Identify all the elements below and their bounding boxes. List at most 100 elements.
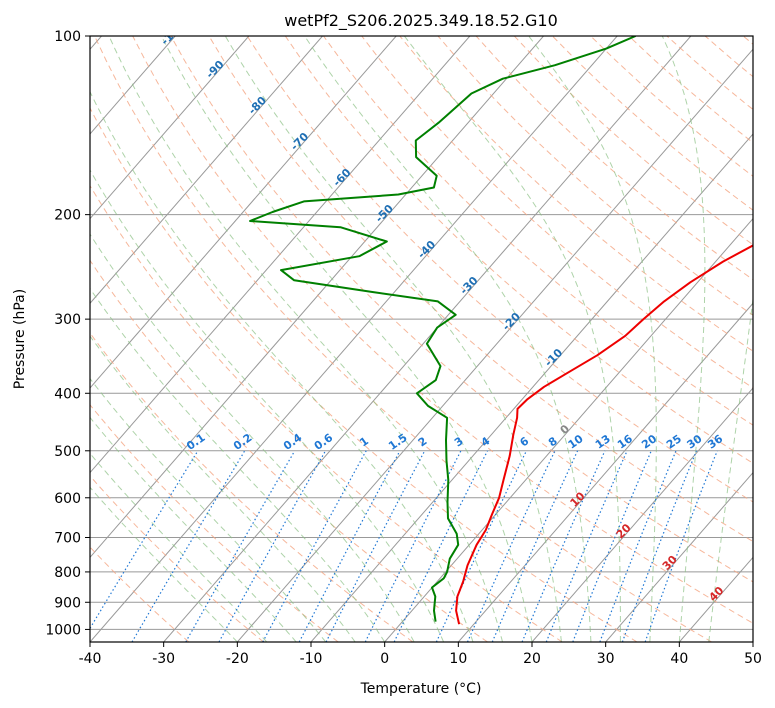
isotherm-line [90,36,618,642]
isotherm-line [236,48,753,642]
moist-adiabat [528,36,657,642]
y-tick-label: 500 [54,444,81,460]
isotherm-label: -100 [158,19,187,48]
isotherm-label-warm: 10 [568,489,588,509]
dry-adiabat [90,332,414,642]
plot-frame [89,35,754,643]
mixing-ratio-label: 0.6 [312,431,336,453]
mixing-ratio-label: 6 [517,434,531,449]
mixing-ratio-line [491,450,579,642]
mixing-ratio-label: 16 [615,432,635,452]
moist-adiabat [708,295,753,642]
dewpoint-profile [249,36,636,622]
isotherm-line [90,36,471,474]
isotherm-label: -90 [203,58,226,81]
dry-adiabat [399,36,753,352]
isotherm-label: -30 [457,274,480,297]
isotherm-line [752,641,753,642]
mixing-ratio-line [572,450,652,642]
mixing-ratio-line [298,450,401,642]
y-axis-label: Pressure (hPa) [12,289,28,389]
moist-adiabat [404,36,621,642]
moist-adiabat [90,452,268,642]
moist-adiabat [108,36,503,642]
isotherm-label: -80 [246,94,269,117]
isotherm-label: -10 [542,346,565,369]
mixing-ratio-line [218,450,327,642]
mixing-ratio-line [262,450,367,642]
mixing-ratio-line [599,450,677,642]
x-tick-label: -30 [152,651,175,667]
mixing-ratio-label: 13 [593,432,613,451]
dry-adiabat [132,36,753,624]
isotherm-line [678,556,753,642]
moist-adiabat [304,36,592,642]
mixing-ratio-label: 8 [546,434,560,449]
dry-adiabat [475,36,753,281]
mixing-ratio-line [621,450,698,642]
dry-adiabat [170,36,753,583]
x-axis-label: Temperature (°C) [360,681,482,697]
mixing-ratio-label: 1.5 [386,431,409,453]
isotherm-label: -60 [330,166,353,189]
isotherm-label: -70 [288,130,311,153]
chart-title: wetPf2_S206.2025.349.18.52.G10 [284,11,558,31]
mixing-ratio-line [364,450,462,642]
dry-adiabat [90,107,638,642]
y-tick-label: 100 [54,29,81,45]
x-tick-label: 50 [744,651,762,667]
temperature-profile [455,244,753,625]
mixing-ratio-line [644,450,718,642]
dry-adiabat [704,36,753,78]
mixing-ratio-line [90,450,199,630]
moist-adiabat [90,169,445,642]
y-tick-label: 800 [54,565,81,581]
mixing-ratio-label: 1 [357,434,371,449]
isotherm-line [605,471,753,642]
isotherm-line [90,36,397,389]
y-tick-label: 1000 [45,622,81,638]
y-tick-label: 200 [54,208,81,224]
dry-adiabat [90,403,339,642]
y-tick-label: 700 [54,531,81,547]
mixing-ratio-label: 3 [452,434,466,449]
y-tick-label: 600 [54,491,81,507]
isotherm-line [90,36,323,305]
moist-adiabat [90,233,415,642]
x-tick-label: -40 [79,651,102,667]
x-tick-label: -20 [226,651,249,667]
isotherm-line [90,36,544,559]
dry-adiabat [666,36,753,111]
isotherm-line [531,387,753,642]
mixing-ratio-label: 0.1 [184,431,207,453]
x-tick-label: 30 [597,651,615,667]
mixing-ratio-line [545,450,628,642]
isotherm-line [163,36,692,642]
moist-adiabat [661,36,706,642]
moist-adiabat [90,377,327,642]
x-tick-label: 0 [380,651,389,667]
dry-adiabat [90,475,264,642]
x-tick-label: 40 [670,651,688,667]
mixing-ratio-label: 30 [684,432,704,452]
mixing-ratio-line [393,450,489,642]
x-tick-label: 20 [523,651,541,667]
y-tick-label: 300 [54,312,81,328]
mixing-ratio-label: 25 [664,432,684,451]
y-tick-label: 900 [54,595,81,611]
moist-adiabat [224,36,562,642]
moist-adiabat [90,287,386,642]
dry-adiabat [246,36,753,503]
x-tick-label: -10 [300,651,323,667]
isotherm-line [310,133,753,642]
dry-adiabat [94,36,712,642]
dry-adiabat [590,36,753,177]
mixing-ratio-line [521,450,606,642]
dry-adiabat [437,36,753,316]
dry-adiabat [513,36,753,246]
dry-adiabat [90,546,190,642]
y-tick-label: 400 [54,386,81,402]
moist-adiabat [90,416,297,642]
isotherm-line [90,36,250,220]
